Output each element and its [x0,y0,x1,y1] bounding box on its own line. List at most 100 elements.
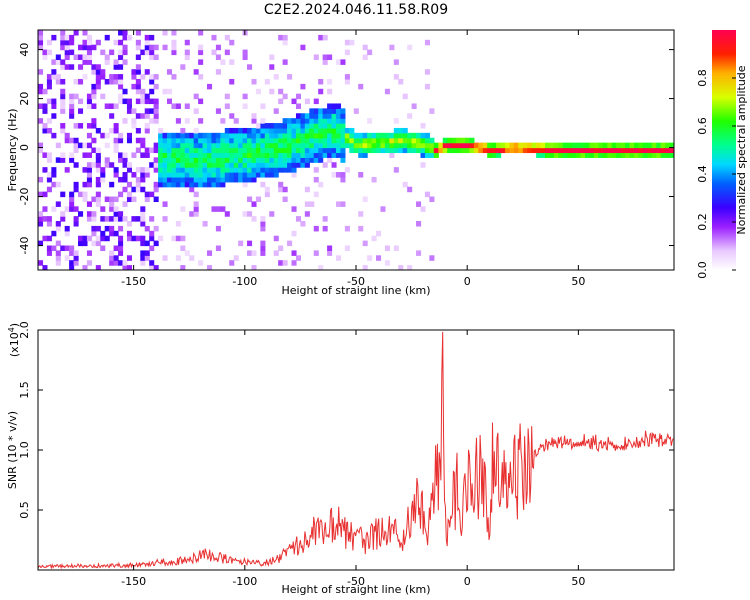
heatmap-cell [100,49,106,56]
heatmap-cell [384,245,390,252]
heatmap-cell [553,152,559,158]
heatmap-cell [287,162,293,168]
colorbar-tick-label: 0.0 [696,261,709,279]
heatmap-cell [380,206,386,212]
heatmap-cell [64,132,70,139]
heatmap-cell [42,235,48,242]
heatmap-cell [540,152,546,158]
heatmap-cell [469,147,475,154]
heatmap-cell [166,147,173,154]
heatmap-cell [109,255,115,261]
heatmap-cell [135,181,141,188]
heatmap-cell [171,74,177,80]
heatmap-cell [104,34,110,41]
heatmap-cell [282,123,288,129]
heatmap-cell [42,123,48,129]
heatmap-cell [549,142,555,149]
heatmap-cell [340,147,346,154]
heatmap-cell [264,191,270,198]
heatmap-cell [207,162,213,168]
heatmap-cell [60,245,66,252]
heatmap-cell [144,196,150,203]
heatmap-cell [104,162,110,168]
heatmap-cell [162,176,168,183]
heatmap-cell [86,260,92,266]
heatmap-cell [118,250,124,256]
heatmap-cell [322,108,328,114]
heatmap-cell [242,127,248,134]
heatmap-cell [255,196,261,203]
heatmap-cell [247,147,253,154]
heatmap-cell [149,265,155,270]
heatmap-cell [135,113,141,119]
heatmap-cell [118,30,124,36]
snr-scale-exp: 4 [7,327,16,332]
heatmap-cell [189,176,195,183]
heatmap-cell [86,39,92,46]
heatmap-cell [95,69,101,75]
heatmap-cell [229,132,235,139]
heatmap-cell [362,44,368,51]
heatmap-cell [380,137,386,144]
heatmap-cell [215,176,221,183]
heatmap-cell [118,83,124,90]
heatmap-cell [69,98,75,105]
heatmap-cell [558,152,564,158]
heatmap-cell [327,54,333,60]
heatmap-cell [149,34,155,41]
heatmap-cell [140,260,146,266]
heatmap-cell [278,127,284,134]
heatmap-cell [229,152,235,158]
heatmap-cell [380,147,386,154]
heatmap-cell [447,137,453,144]
heatmap-cell [424,39,430,46]
heatmap-cell [393,137,399,144]
heatmap-cell [393,59,399,65]
heatmap-cell [229,167,235,173]
heatmap-cell [198,44,204,51]
heatmap-cell [149,245,155,252]
heatmap-cell [278,88,284,95]
colorbar-tick-label: 0.4 [696,165,709,183]
heatmap-cell [340,127,346,134]
heatmap-cell [358,132,364,139]
heatmap-cell [46,118,52,124]
heatmap-cell [309,132,315,139]
heatmap-cell [144,147,150,154]
heatmap-cell [95,157,101,163]
heatmap-cell [86,44,92,51]
heatmap-cell [211,206,217,212]
heatmap-cell [602,142,608,149]
heatmap-cell [193,127,199,134]
heatmap-cell [562,142,568,149]
heatmap-cell [162,137,168,144]
heatmap-cell [313,98,319,105]
heatmap-cell [220,172,226,178]
heatmap-cell [140,113,146,119]
heatmap-cell [180,127,186,134]
heatmap-cell [184,181,190,188]
heatmap-cell [175,118,181,124]
heatmap-cell [131,196,137,203]
heatmap-cell [140,49,146,56]
heatmap-cell [353,147,359,154]
heatmap-cell [100,216,106,222]
heatmap-cell [295,118,302,124]
heatmap-cell [224,162,230,168]
heatmap-cell [251,152,257,158]
heatmap-cell [184,39,190,46]
heatmap-cell [69,103,75,109]
heatmap-cell [616,142,622,149]
heatmap-cell [322,137,328,144]
heatmap-cell [95,39,101,46]
heatmap-cell [131,74,137,80]
heatmap-cell [282,137,288,144]
heatmap-cell [416,137,422,144]
heatmap-cell [287,142,293,149]
heatmap-cell [313,147,319,154]
heatmap-cell [291,127,297,134]
heatmap-cell [536,142,542,149]
heatmap-cell [104,196,110,203]
heatmap-cell [407,44,413,51]
heatmap-cell [86,176,92,183]
